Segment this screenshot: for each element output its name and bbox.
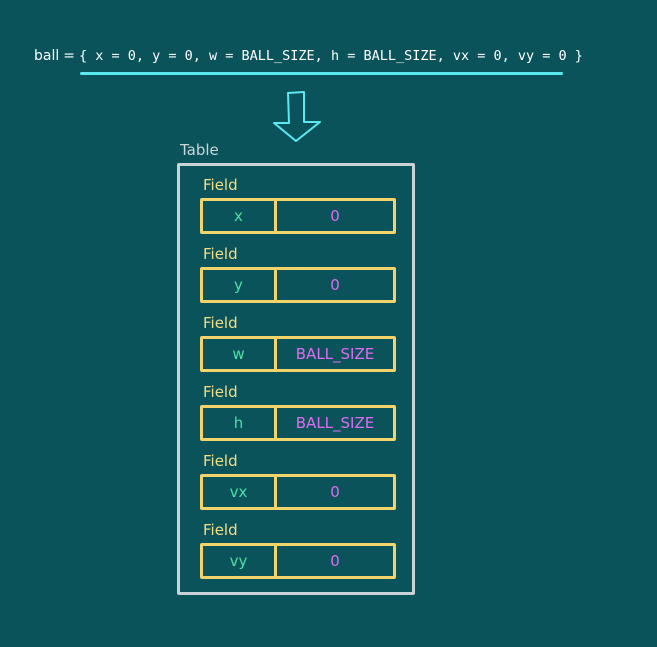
field-label: Field (203, 176, 238, 194)
field-value: 0 (330, 552, 340, 570)
down-arrow-icon (273, 91, 321, 142)
field-value: 0 (330, 276, 340, 294)
code-line: ball ={ x = 0, y = 0, w = BALL_SIZE, h = … (34, 48, 583, 64)
field-divider (274, 339, 277, 369)
field-key: vy (229, 552, 248, 570)
field-label: Field (203, 521, 238, 539)
field-key: vx (229, 483, 248, 501)
field-label: Field (203, 314, 238, 332)
field-value: 0 (330, 207, 340, 225)
field-key: y (234, 276, 243, 294)
field-value: BALL_SIZE (295, 345, 375, 363)
field-label: Field (203, 383, 238, 401)
code-underline (80, 72, 563, 75)
field-value: BALL_SIZE (295, 414, 375, 432)
field-divider (274, 546, 277, 576)
field-divider (274, 408, 277, 438)
field-box: w BALL_SIZE (200, 336, 396, 372)
field-label: Field (203, 245, 238, 263)
code-operator: = (63, 48, 75, 64)
field-divider (274, 201, 277, 231)
field-key: w (232, 345, 245, 363)
code-variable: ball (34, 48, 60, 64)
field-divider (274, 477, 277, 507)
field-key: x (234, 207, 243, 225)
code-expression: { x = 0, y = 0, w = BALL_SIZE, h = BALL_… (78, 48, 583, 64)
field-divider (274, 270, 277, 300)
field-label: Field (203, 452, 238, 470)
field-key: h (233, 414, 244, 432)
table-label: Table (180, 141, 219, 159)
field-box: h BALL_SIZE (200, 405, 396, 441)
table-frame (177, 163, 415, 595)
field-box: vy 0 (200, 543, 396, 579)
field-box: vx 0 (200, 474, 396, 510)
field-value: 0 (330, 483, 340, 501)
